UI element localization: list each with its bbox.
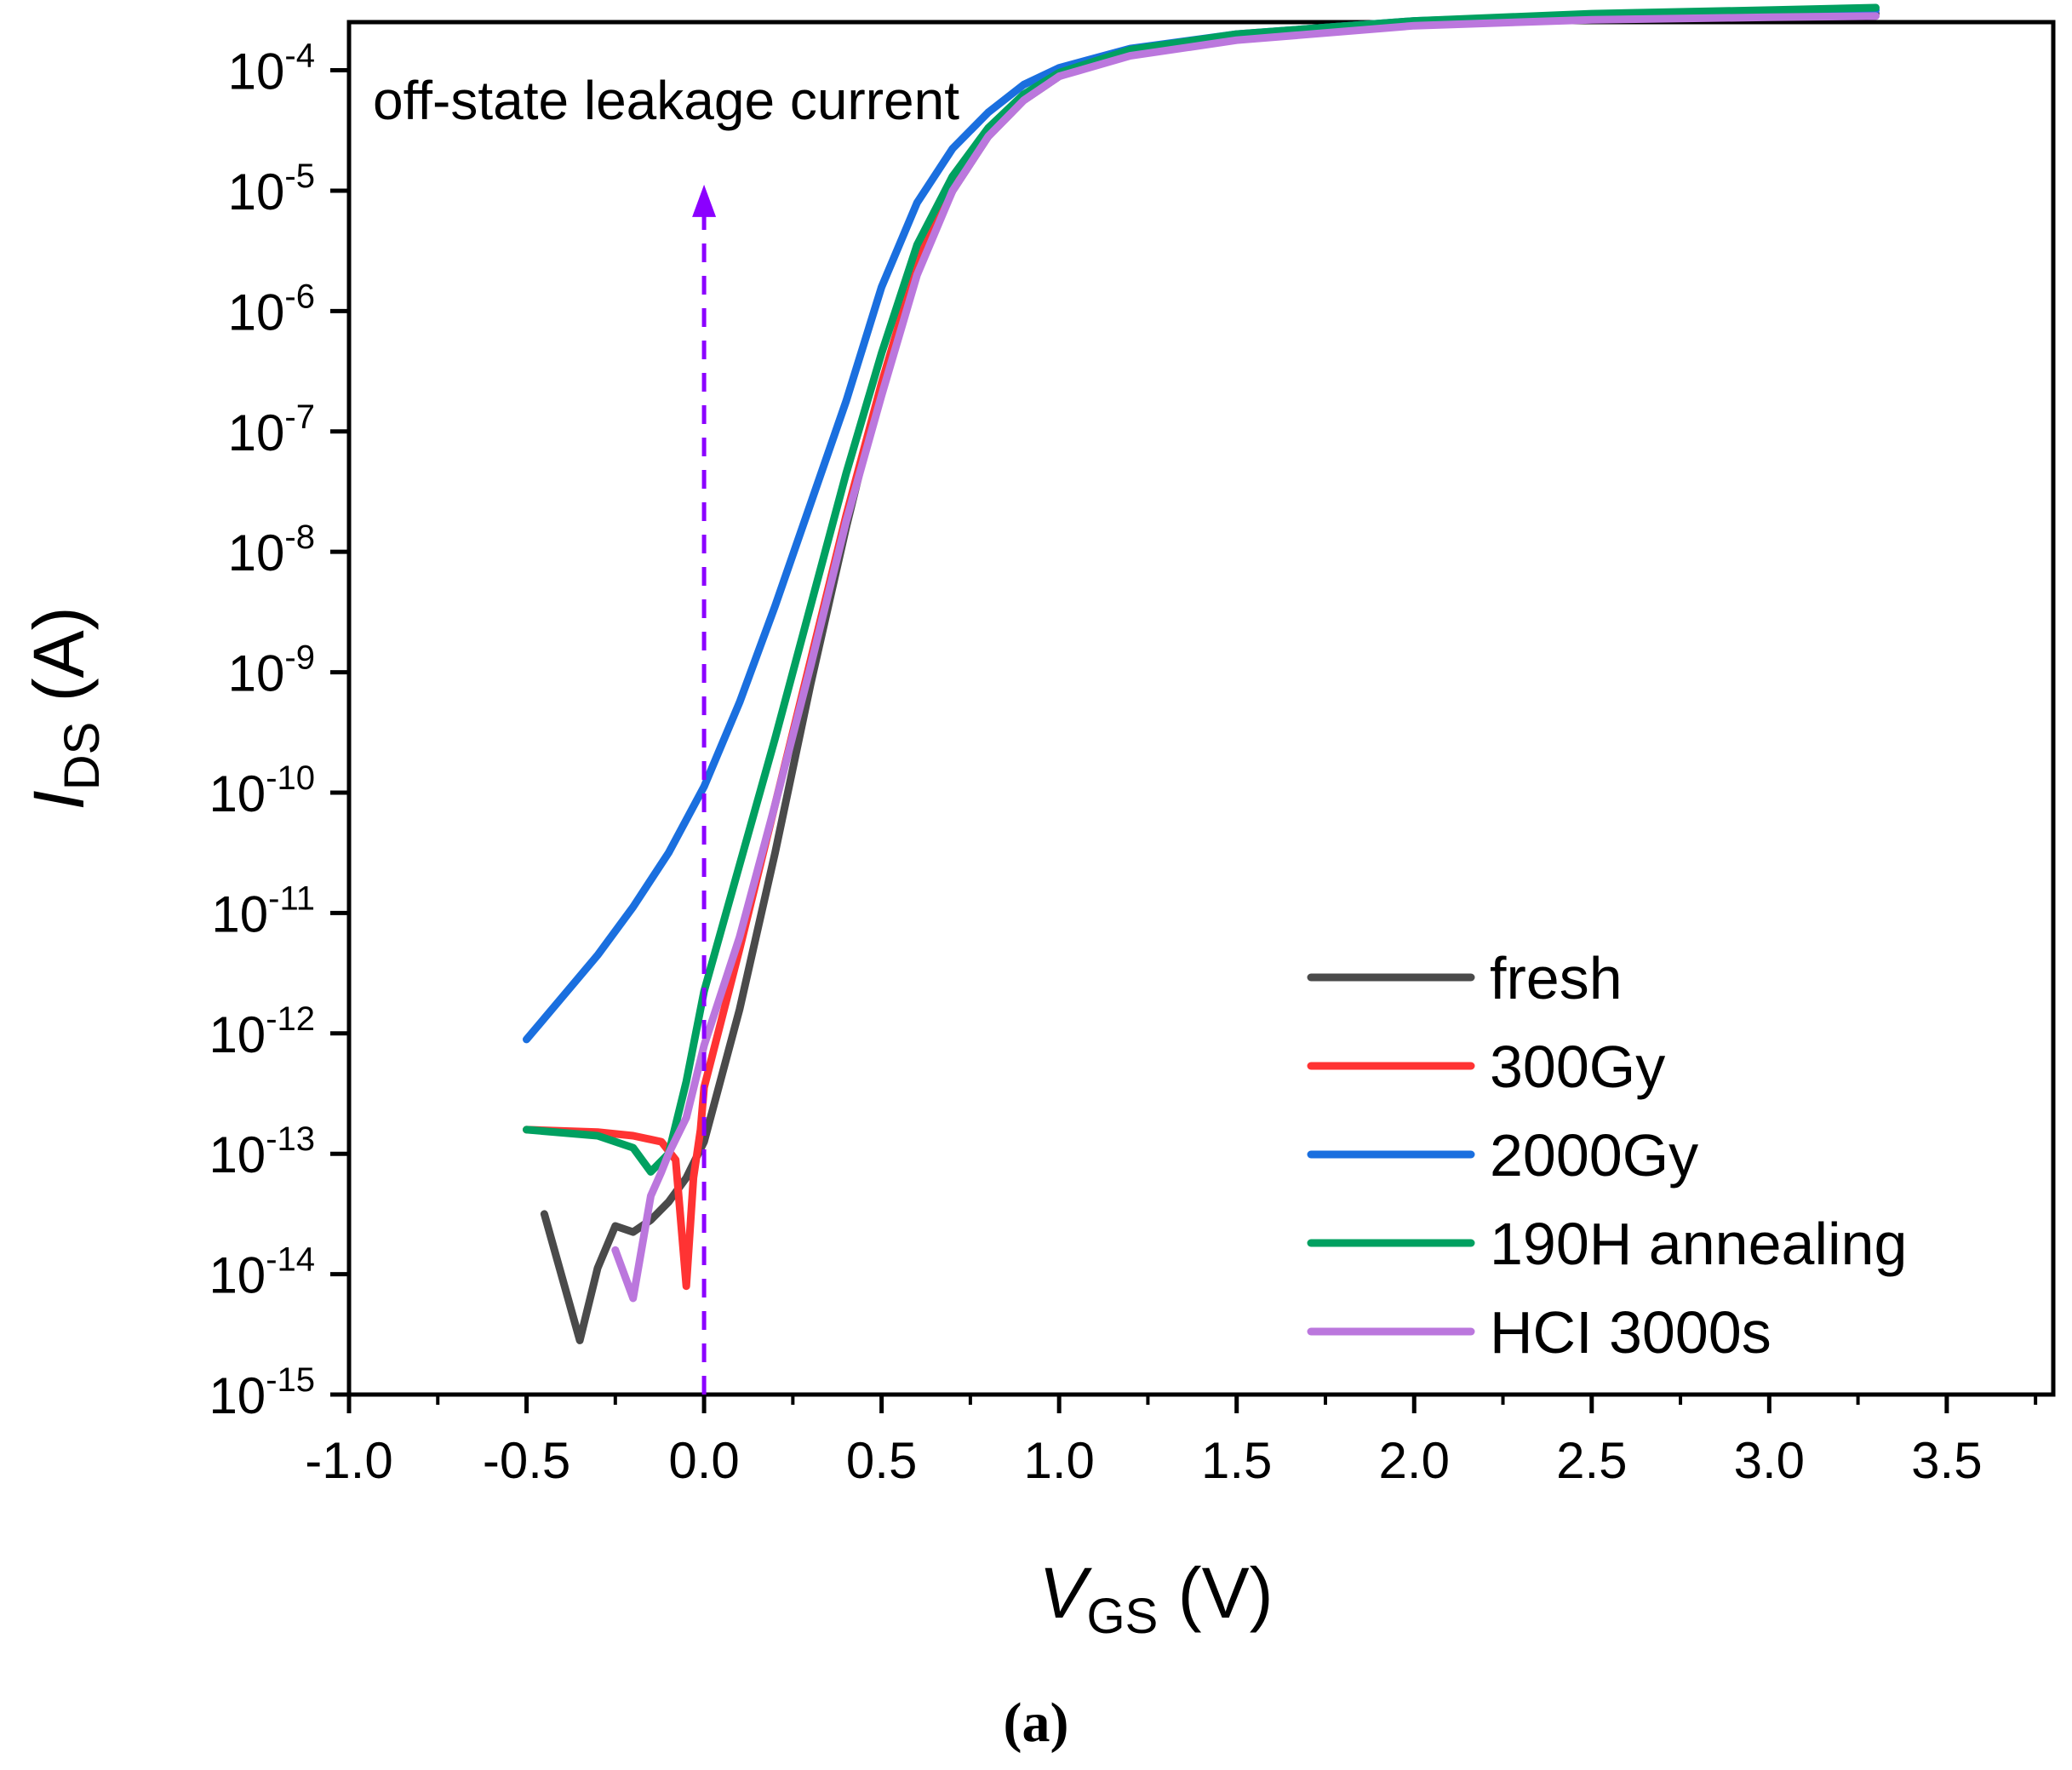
x-tick-label: -1.0: [305, 1432, 392, 1489]
x-tick-label: 1.5: [1201, 1432, 1272, 1489]
y-tick-base: 10: [209, 1247, 266, 1304]
y-tick-base: 10: [228, 404, 285, 461]
y-tick-exponent: -12: [266, 1000, 315, 1038]
x-axis-title-unit: (V): [1158, 1553, 1273, 1633]
y-tick-label: 10-10: [209, 759, 315, 822]
y-tick-base: 10: [228, 163, 285, 221]
y-tick-exponent: -10: [266, 759, 315, 797]
x-tick-label: 3.5: [1911, 1432, 1982, 1489]
y-tick-base: 10: [209, 765, 266, 822]
plot-frame: [346, 20, 2056, 1397]
y-tick-base: 10: [228, 43, 285, 100]
y-tick-base: 10: [228, 284, 285, 341]
y-tick-base: 10: [211, 885, 268, 942]
legend-label: HCI 3000s: [1490, 1299, 1772, 1366]
y-tick-exponent: -7: [284, 398, 315, 436]
x-axis-ticks: -1.0 -0.5 0.0 0.5 1.0 1.5 2.0 2.5 3.0 3.5: [305, 1395, 2038, 1489]
legend-label: 300Gy: [1490, 1034, 1665, 1100]
y-tick-base: 10: [209, 1367, 266, 1424]
annotation-arrow-head: [692, 184, 717, 217]
legend-label: fresh: [1490, 945, 1623, 1011]
series-line-2000gy: [523, 6, 1880, 1044]
x-tick-label: 0.0: [668, 1432, 739, 1489]
x-tick-label: 0.5: [846, 1432, 917, 1489]
y-tick-exponent: -5: [284, 158, 315, 195]
series-line-hci-3000s: [611, 12, 1880, 1303]
y-axis-title-main: I: [19, 790, 99, 810]
y-tick-label: 10-8: [228, 518, 315, 581]
y-tick-exponent: -15: [266, 1361, 315, 1399]
x-tick-label: -0.5: [483, 1432, 570, 1489]
y-tick-label: 10-14: [209, 1241, 315, 1304]
y-tick-label: 10-11: [211, 879, 315, 942]
y-tick-label: 10-7: [228, 398, 315, 461]
series-layer: [523, 3, 1880, 1344]
figure-caption: (a): [1004, 1692, 1069, 1754]
y-axis-title: IDS (A): [19, 606, 110, 810]
y-axis-title-sub: DS: [54, 722, 110, 791]
series-line-300gy: [523, 6, 1880, 1291]
y-tick-label: 10-15: [209, 1361, 315, 1424]
y-tick-base: 10: [209, 1126, 266, 1183]
y-tick-base: 10: [228, 645, 285, 702]
y-tick-base: 10: [228, 524, 285, 581]
x-tick-label: 1.0: [1023, 1432, 1094, 1489]
y-axis-ticks: 10-410-510-610-710-810-910-1010-1110-121…: [209, 37, 349, 1424]
y-tick-label: 10-5: [228, 158, 315, 221]
y-tick-label: 10-13: [209, 1120, 315, 1183]
y-tick-exponent: -4: [284, 37, 315, 75]
x-tick-label: 2.5: [1556, 1432, 1627, 1489]
y-tick-exponent: -11: [268, 879, 315, 917]
y-tick-base: 10: [209, 1006, 266, 1063]
y-tick-label: 10-4: [228, 37, 315, 100]
y-axis-title-unit: (A): [19, 606, 99, 721]
annotation-label: off-state leakage current: [373, 70, 959, 131]
x-tick-label: 3.0: [1734, 1432, 1805, 1489]
legend-label: 2000Gy: [1490, 1122, 1698, 1189]
x-axis-title: VGS (V): [1039, 1553, 1273, 1644]
legend-label: 190H annealing: [1490, 1211, 1907, 1277]
y-tick-label: 10-12: [209, 1000, 315, 1063]
y-tick-exponent: -13: [266, 1120, 315, 1158]
y-tick-exponent: -8: [284, 518, 315, 556]
x-axis-title-sub: GS: [1086, 1589, 1158, 1644]
x-tick-label: 2.0: [1379, 1432, 1450, 1489]
y-tick-label: 10-6: [228, 278, 315, 341]
y-tick-label: 10-9: [228, 639, 315, 702]
x-axis-title-main: V: [1039, 1553, 1092, 1633]
y-tick-exponent: -14: [266, 1241, 315, 1279]
y-tick-exponent: -6: [284, 278, 315, 315]
legend: fresh 300Gy 2000Gy 190H annealing HCI 3000s: [1307, 945, 1907, 1366]
y-tick-exponent: -9: [284, 639, 315, 677]
